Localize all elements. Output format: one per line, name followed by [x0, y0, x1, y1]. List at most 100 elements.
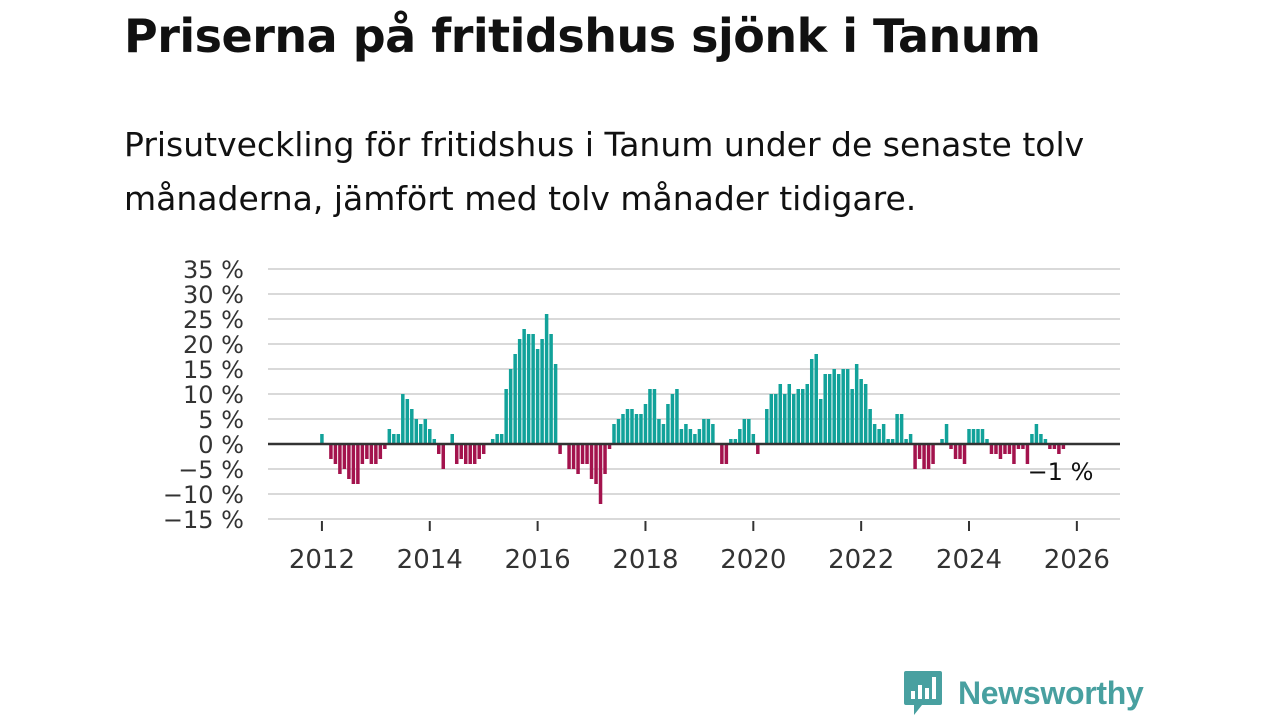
- bar: [553, 364, 558, 444]
- bar: [621, 414, 625, 444]
- bar: [845, 369, 850, 444]
- bars: [320, 314, 1066, 504]
- bar: [1048, 444, 1052, 449]
- bar: [747, 419, 751, 444]
- bar: [594, 444, 598, 484]
- bar: [414, 419, 419, 444]
- bar: [648, 389, 652, 444]
- bar: [347, 444, 351, 479]
- bar: [392, 434, 396, 444]
- bar: [998, 444, 1003, 459]
- bar: [756, 444, 760, 454]
- bar: [863, 384, 868, 444]
- bar: [670, 394, 675, 444]
- gridlines: [268, 268, 1120, 520]
- bar: [437, 444, 441, 454]
- bar: [697, 429, 702, 444]
- bar: [693, 434, 697, 444]
- y-tick-label: 0 %: [198, 431, 244, 459]
- bar: [958, 444, 962, 459]
- x-tick-label: 2016: [505, 545, 571, 575]
- bar: [738, 429, 742, 444]
- bar: [1034, 424, 1039, 444]
- bar: [356, 444, 360, 484]
- bar: [1016, 444, 1021, 449]
- y-tick-label: 15 %: [183, 356, 244, 384]
- bar: [877, 429, 881, 444]
- bar: [1003, 444, 1007, 454]
- bar: [890, 439, 895, 444]
- bar: [917, 444, 922, 459]
- bar: [410, 409, 414, 444]
- bar: [639, 414, 643, 444]
- bar: [616, 419, 621, 444]
- bar: [881, 424, 886, 444]
- bar: [472, 444, 477, 464]
- bar: [365, 444, 369, 459]
- bar: [598, 444, 603, 504]
- bar: [818, 399, 823, 444]
- bar: [423, 419, 428, 444]
- bar: [720, 444, 724, 464]
- bar: [1012, 444, 1016, 464]
- bar: [504, 389, 508, 444]
- bar: [711, 424, 715, 444]
- bar: [657, 419, 661, 444]
- bar: [463, 444, 468, 464]
- bar: [854, 364, 859, 444]
- bar: [544, 314, 549, 444]
- bar: [1025, 444, 1030, 464]
- bar: [792, 394, 796, 444]
- x-axis-ticks: 2012 2014 2016 2018 2020 2022 2024 2026: [289, 521, 1110, 575]
- bar: [468, 444, 472, 464]
- bar: [360, 444, 365, 464]
- bar: [778, 384, 783, 444]
- bar: [513, 354, 517, 444]
- bar: [679, 429, 684, 444]
- bar: [702, 419, 706, 444]
- bar: [495, 434, 499, 444]
- bar: [338, 444, 342, 474]
- bar: [1030, 434, 1034, 444]
- bar: [832, 369, 836, 444]
- bar: [374, 444, 378, 464]
- bar: [706, 419, 711, 444]
- y-tick-label: 25 %: [183, 306, 244, 334]
- bar: [967, 429, 971, 444]
- bar: [580, 444, 585, 464]
- annotations: −1 %: [1028, 458, 1094, 486]
- bar: [625, 409, 630, 444]
- bar: [904, 439, 908, 444]
- bar: [675, 389, 679, 444]
- bar: [531, 334, 535, 444]
- bar: [1021, 444, 1025, 449]
- chart-title: Priserna på fritidshus sjönk i Tanum: [124, 9, 1041, 63]
- bar: [751, 434, 756, 444]
- bar: [630, 409, 634, 444]
- y-tick-label: 30 %: [183, 281, 244, 309]
- bar: [401, 394, 405, 444]
- y-tick-label: 20 %: [183, 331, 244, 359]
- bar: [320, 434, 324, 444]
- bar: [953, 444, 958, 459]
- bar: [419, 424, 423, 444]
- bar: [1057, 444, 1061, 454]
- bar: [508, 369, 513, 444]
- bar: [971, 429, 976, 444]
- x-tick-label: 2014: [397, 545, 463, 575]
- bar: [827, 374, 832, 444]
- bar: [926, 444, 931, 469]
- bar: [729, 439, 733, 444]
- bar: [351, 444, 356, 484]
- bar: [886, 439, 890, 444]
- bar: [477, 444, 481, 459]
- bar: [976, 429, 980, 444]
- bar: [342, 444, 347, 469]
- bar: [850, 389, 854, 444]
- y-tick-label: −10 %: [163, 481, 244, 509]
- bar: [571, 444, 576, 469]
- bar: [980, 429, 985, 444]
- bar: [684, 424, 688, 444]
- y-tick-label: 35 %: [183, 256, 244, 284]
- bar: [589, 444, 594, 479]
